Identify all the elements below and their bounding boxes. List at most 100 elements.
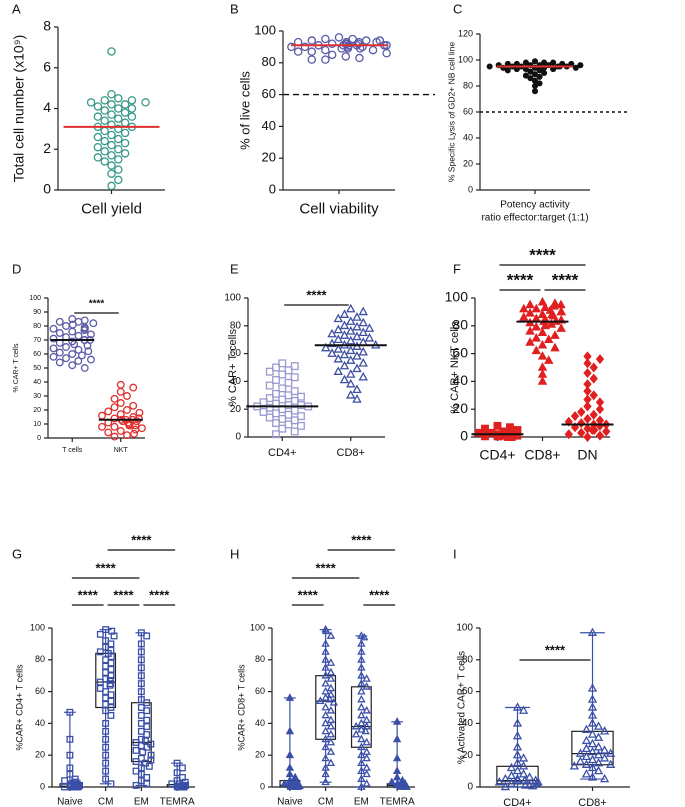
data-point: [69, 328, 76, 335]
data-point: [542, 71, 547, 76]
data-point: [111, 396, 118, 403]
data-point: [364, 676, 370, 682]
data-point: [539, 377, 546, 384]
data-point: [358, 696, 364, 702]
data-point: [545, 357, 552, 364]
y-tick-label: 0: [468, 184, 473, 194]
panel-letter: A: [12, 1, 21, 16]
data-point: [63, 355, 70, 362]
significance-label: ****: [545, 642, 566, 657]
y-tick-label: 20: [35, 750, 45, 760]
x-tick-label: CD8+: [578, 797, 606, 807]
significance-label: ****: [552, 270, 579, 289]
y-tick-label: 60: [230, 348, 242, 359]
panel: I% Activated CAR+ T cells020406080100CD4…: [453, 546, 630, 807]
data-point: [108, 162, 115, 169]
data-point: [128, 97, 135, 104]
y-tick-label: 100: [458, 54, 473, 64]
data-point: [322, 35, 329, 42]
y-tick-label: 20: [463, 158, 473, 168]
y-tick-label: 60: [452, 344, 468, 360]
significance-label: ****: [89, 299, 105, 310]
data-point: [328, 660, 334, 666]
data-point: [601, 775, 608, 781]
data-point: [287, 765, 293, 771]
data-point: [124, 393, 131, 400]
data-point: [115, 115, 122, 122]
data-point: [56, 330, 63, 337]
data-point: [595, 734, 602, 740]
data-point: [589, 740, 596, 746]
data-point: [520, 770, 527, 776]
panel: E% CAR+ T cells020406080100CD4+ CD8+****: [224, 261, 386, 458]
x-tick-label: Cell yield: [81, 200, 142, 217]
data-point: [322, 46, 329, 53]
x-tick-label: NKT: [114, 447, 129, 454]
panel: C% Specific Lysis of GD2+ NB cell line02…: [446, 1, 630, 223]
y-tick-label: 80: [462, 654, 474, 665]
x-tick-label: Cell viability: [299, 200, 379, 217]
x-tick-label: TEMRA: [160, 797, 195, 807]
y-tick-label: 10: [33, 421, 41, 428]
data-point: [597, 422, 604, 430]
data-point: [394, 755, 400, 761]
data-point: [394, 718, 400, 724]
y-tick-label: 20: [230, 404, 242, 415]
data-point: [115, 176, 122, 183]
data-point: [94, 133, 101, 140]
data-point: [287, 728, 293, 734]
data-point: [360, 308, 367, 315]
data-point: [122, 129, 129, 136]
significance-label: ****: [298, 587, 319, 602]
data-point: [341, 322, 348, 329]
panel-letter: H: [230, 546, 239, 561]
x-tick-label: CM: [98, 797, 114, 807]
data-point: [329, 51, 336, 58]
y-tick-label: 100: [250, 622, 265, 632]
data-point: [81, 365, 88, 372]
data-point: [335, 34, 342, 41]
significance-label: ****: [149, 587, 170, 602]
data-point: [383, 50, 390, 57]
y-tick-label: 0: [460, 428, 468, 444]
data-point: [347, 380, 354, 387]
y-tick-label: 60: [33, 351, 41, 358]
data-point: [364, 771, 370, 777]
data-point: [108, 170, 115, 177]
data-point: [88, 356, 95, 363]
y-tick-label: 120: [458, 28, 473, 38]
data-point: [94, 103, 101, 110]
data-point: [394, 768, 400, 774]
y-tick-label: 0: [467, 782, 473, 793]
data-point: [358, 704, 364, 710]
data-point: [101, 97, 108, 104]
data-point: [101, 158, 108, 165]
data-point: [108, 111, 115, 118]
data-point: [323, 720, 329, 726]
data-point: [520, 755, 527, 761]
panel: ATotal cell number (x10⁹)02468Cell yield: [11, 1, 165, 217]
panel: B% of live cells020406080100Cell viabili…: [230, 1, 435, 217]
y-tick-label: 70: [33, 337, 41, 344]
data-point: [122, 140, 129, 147]
panel-letter: D: [12, 261, 21, 276]
data-point: [597, 355, 604, 363]
data-point: [603, 427, 610, 435]
data-point: [520, 762, 527, 768]
data-point: [101, 138, 108, 145]
data-point: [111, 424, 118, 431]
data-point: [584, 433, 591, 441]
y-tick-label: 0: [235, 432, 241, 443]
y-tick-label: 80: [33, 323, 41, 330]
data-point: [322, 56, 329, 63]
data-point: [328, 731, 334, 737]
y-tick-label: 60: [255, 686, 265, 696]
y-tick-label: 60: [35, 686, 45, 696]
data-point: [101, 107, 108, 114]
y-tick-label: 20: [462, 750, 474, 761]
data-point: [108, 131, 115, 138]
y-tick-label: 80: [35, 654, 45, 664]
data-point: [111, 404, 118, 411]
y-tick-label: 20: [262, 150, 276, 165]
